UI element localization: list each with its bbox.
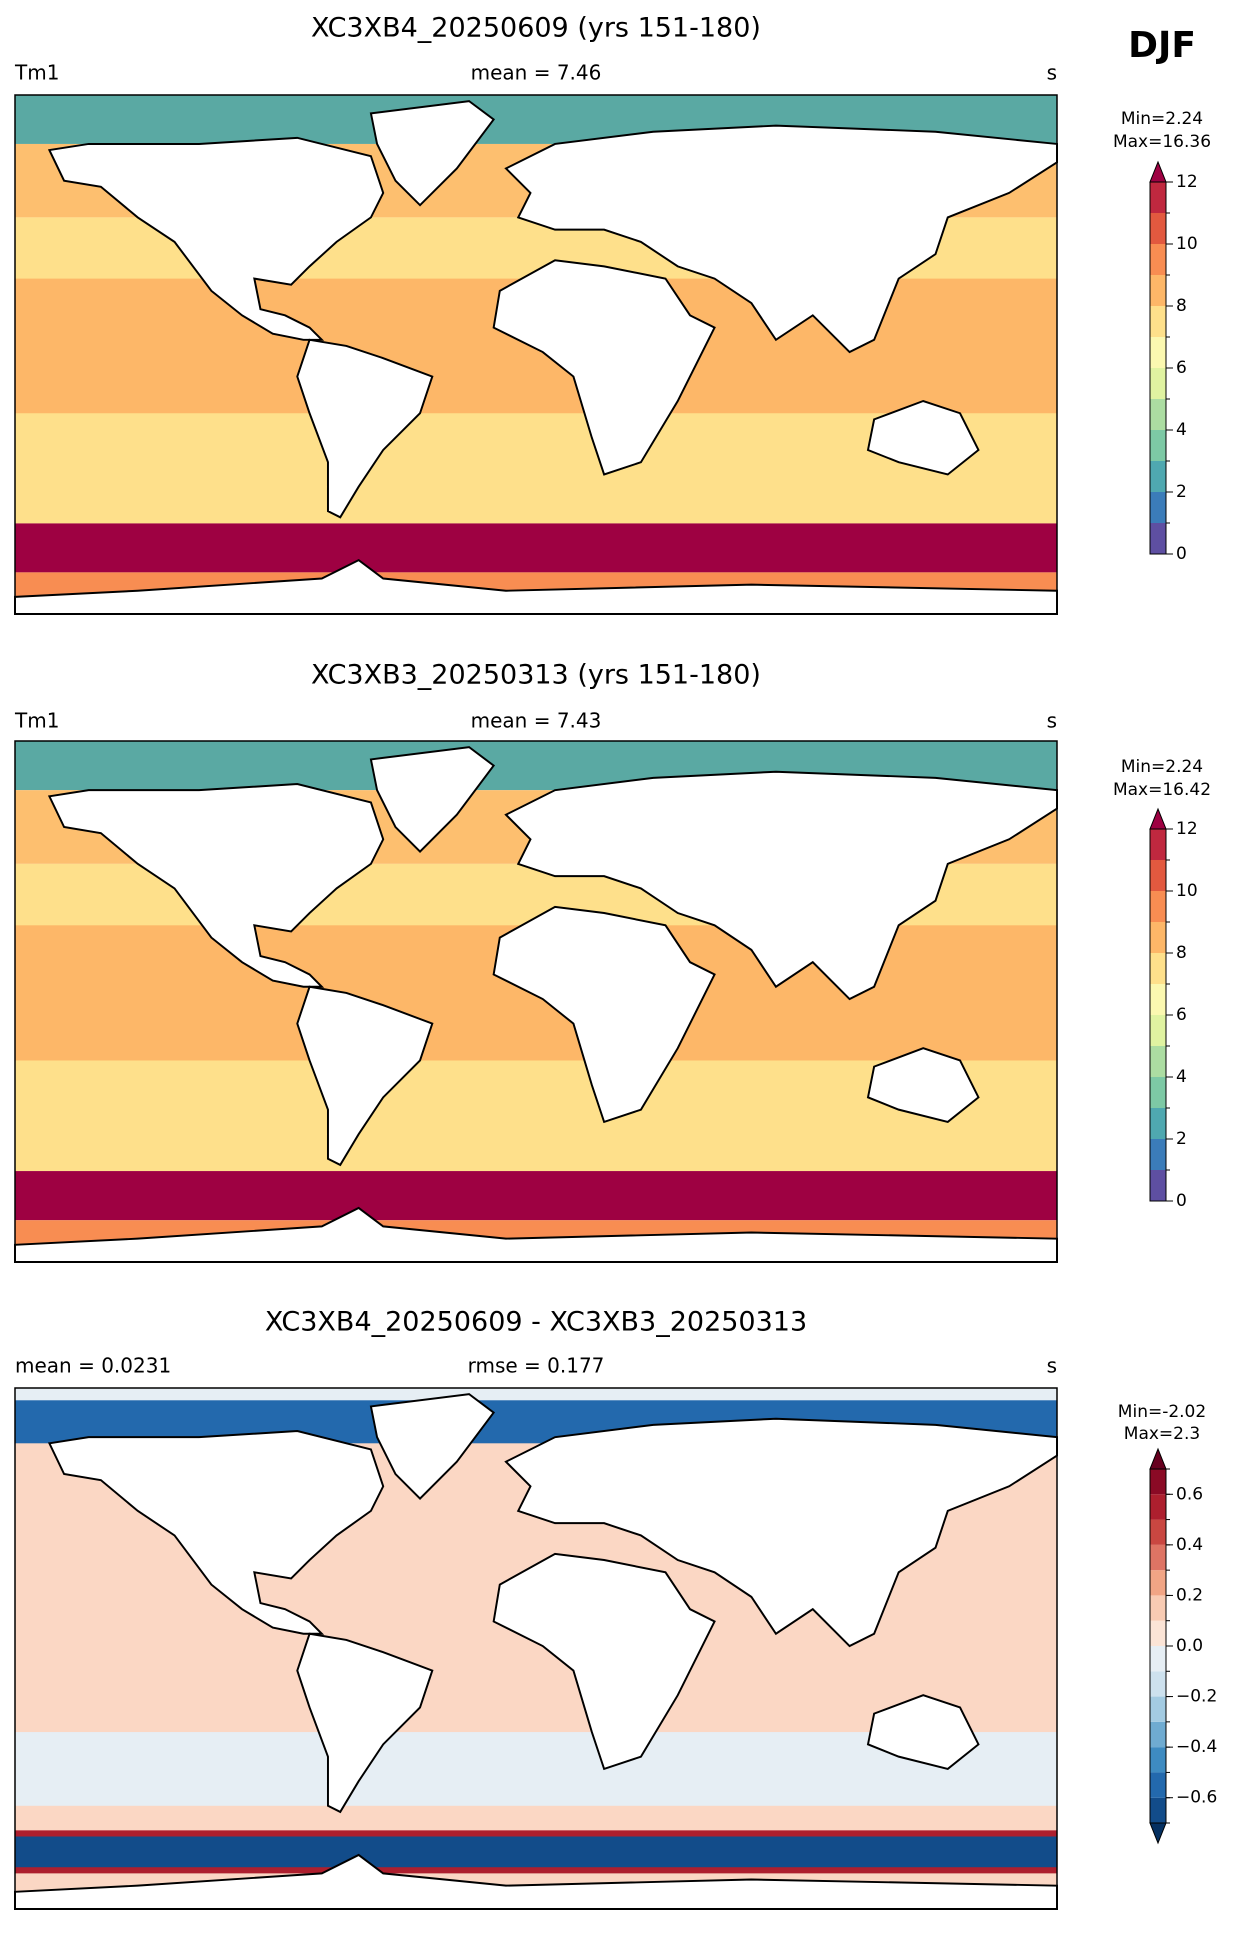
max-label: Max=2.3 (1124, 1424, 1200, 1444)
colorbar-swatch (1150, 1721, 1166, 1748)
colorbar-tick-label: −0.4 (1176, 1737, 1217, 1757)
colorbar-arrow-top (1149, 1447, 1167, 1470)
colorbar-tick-label: −0.6 (1176, 1788, 1217, 1808)
colorbar-swatch (1150, 244, 1166, 275)
colorbar-swatch (1150, 1595, 1166, 1621)
colorbar-tick-label: 2 (1176, 482, 1187, 502)
colorbar-swatch (1150, 891, 1166, 922)
colorbar-swatch (1150, 953, 1166, 984)
colorbar-swatch (1150, 1797, 1166, 1823)
map (14, 95, 1058, 615)
right-label: s (1047, 61, 1057, 85)
colorbar-tick-label: 12 (1176, 172, 1198, 192)
colorbar-swatch (1150, 1108, 1166, 1139)
right-label: s (1047, 709, 1057, 733)
colorbar-swatch (1150, 306, 1166, 337)
map (14, 1388, 1058, 1910)
colorbar-swatch (1150, 1620, 1166, 1646)
colorbar-tick-label: 0 (1176, 1191, 1187, 1211)
colorbar-swatch (1150, 860, 1166, 891)
colorbar-swatch (1150, 1469, 1166, 1495)
field-band (15, 1836, 1057, 1868)
max-label: Max=16.36 (1113, 132, 1211, 152)
colorbar-swatch (1150, 275, 1166, 306)
colorbar-swatch (1150, 1519, 1166, 1545)
min-label: Min=2.24 (1121, 757, 1203, 777)
colorbar-swatch (1150, 984, 1166, 1015)
center-label: mean = 7.43 (471, 709, 602, 733)
colorbar-swatch (1150, 182, 1166, 213)
colorbar-tick-label: 0 (1176, 544, 1187, 564)
colorbar-swatch (1150, 922, 1166, 953)
colorbar-tick-label: 0.2 (1176, 1585, 1203, 1605)
right-label: s (1047, 1354, 1057, 1378)
colorbar-tick-label: 10 (1176, 881, 1198, 901)
max-label: Max=16.42 (1113, 780, 1211, 800)
colorbar-swatch (1150, 1646, 1166, 1672)
colorbar-swatch (1150, 368, 1166, 399)
min-label: Min=-2.02 (1118, 1402, 1206, 1422)
field-band (15, 523, 1057, 573)
colorbar-arrow-bottom (1149, 1822, 1167, 1845)
colorbar-swatch (1150, 1046, 1166, 1077)
colorbar-swatch (1150, 461, 1166, 492)
map-frame (14, 1387, 1058, 1910)
colorbar-tick-label: 4 (1176, 420, 1187, 440)
colorbar-swatch (1150, 1494, 1166, 1520)
colorbar-swatch (1150, 523, 1166, 554)
panel-title: XC3XB4_20250609 - XC3XB3_20250313 (265, 1307, 807, 1338)
colorbar-swatch (1150, 1747, 1166, 1773)
colorbar-tick-label: 4 (1176, 1067, 1187, 1087)
colorbar-tick-label: 12 (1176, 819, 1198, 839)
center-label: rmse = 0.177 (468, 1354, 605, 1378)
map (14, 741, 1058, 1263)
map-frame (14, 94, 1058, 615)
field-band (15, 1171, 1057, 1221)
colorbar-swatch (1150, 492, 1166, 523)
left-label: mean = 0.0231 (15, 1354, 171, 1378)
colorbar-tick-label: 0.6 (1176, 1484, 1203, 1504)
colorbar-tick-label: 6 (1176, 358, 1187, 378)
colorbar-tick-label: 8 (1176, 296, 1187, 316)
colorbar-swatch (1150, 430, 1166, 461)
colorbar-swatch (1150, 399, 1166, 430)
colorbar-swatch (1150, 337, 1166, 368)
colorbar-swatch (1150, 1015, 1166, 1046)
colorbar-tick-label: 0.4 (1176, 1535, 1203, 1555)
center-label: mean = 7.46 (471, 61, 602, 85)
colorbar-arrow-top (1149, 807, 1167, 830)
panel-title: XC3XB3_20250313 (yrs 151-180) (311, 660, 761, 691)
panel-title: XC3XB4_20250609 (yrs 151-180) (311, 13, 761, 44)
colorbar-arrow-top (1149, 160, 1167, 183)
colorbar-swatch (1150, 1570, 1166, 1596)
colorbar-tick-label: 10 (1176, 234, 1198, 254)
min-label: Min=2.24 (1121, 109, 1203, 129)
colorbar-tick-label: 8 (1176, 943, 1187, 963)
colorbar-tick-label: −0.2 (1176, 1687, 1217, 1707)
season-label: DJF (1128, 25, 1196, 66)
colorbar-swatch (1150, 1544, 1166, 1571)
colorbar-swatch (1150, 1077, 1166, 1108)
colorbar-swatch (1150, 829, 1166, 860)
map-frame (14, 740, 1058, 1263)
colorbar-swatch (1150, 213, 1166, 244)
left-label: Tm1 (14, 61, 59, 85)
colorbar-swatch (1150, 1696, 1166, 1722)
colorbar-swatch (1150, 1170, 1166, 1201)
colorbar-swatch (1150, 1139, 1166, 1170)
left-label: Tm1 (14, 709, 59, 733)
colorbar-tick-label: 6 (1176, 1005, 1187, 1025)
colorbar-swatch (1150, 1671, 1166, 1697)
colorbar-tick-label: 2 (1176, 1129, 1187, 1149)
colorbar-swatch (1150, 1772, 1166, 1798)
colorbar-tick-label: 0.0 (1176, 1636, 1203, 1656)
